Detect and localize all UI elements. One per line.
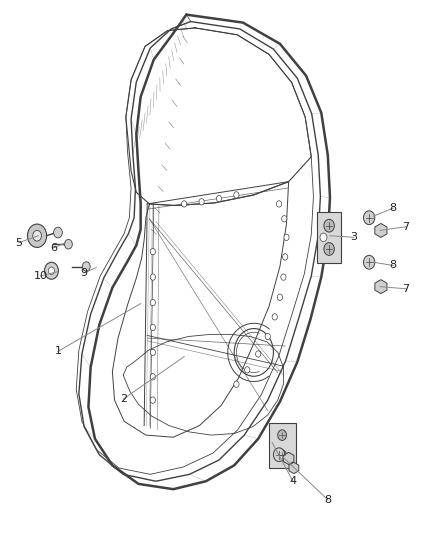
Circle shape	[324, 219, 334, 232]
Circle shape	[278, 450, 286, 461]
Text: 10: 10	[34, 271, 48, 281]
Circle shape	[48, 267, 54, 274]
Text: 3: 3	[350, 232, 357, 243]
Circle shape	[150, 349, 155, 356]
Text: 2: 2	[120, 394, 127, 404]
Polygon shape	[375, 223, 387, 237]
Circle shape	[284, 234, 289, 240]
Circle shape	[216, 196, 222, 202]
Circle shape	[33, 230, 42, 241]
Text: 5: 5	[15, 238, 22, 248]
Circle shape	[276, 201, 282, 207]
Text: 8: 8	[324, 495, 332, 505]
Circle shape	[82, 262, 90, 271]
Bar	[269, 423, 296, 468]
Circle shape	[150, 300, 155, 306]
Circle shape	[277, 294, 283, 301]
Circle shape	[364, 211, 375, 224]
Circle shape	[364, 255, 375, 269]
Circle shape	[324, 243, 334, 255]
Circle shape	[45, 262, 58, 279]
Circle shape	[255, 351, 261, 357]
Circle shape	[150, 324, 155, 330]
Polygon shape	[289, 462, 299, 474]
Circle shape	[245, 367, 250, 373]
Circle shape	[150, 248, 155, 255]
Circle shape	[273, 448, 285, 462]
Text: 1: 1	[54, 346, 61, 357]
Text: 7: 7	[403, 222, 410, 232]
Circle shape	[199, 199, 204, 205]
Circle shape	[281, 274, 286, 280]
Polygon shape	[283, 453, 294, 465]
Text: 7: 7	[403, 284, 410, 294]
Text: 8: 8	[389, 203, 397, 213]
Circle shape	[320, 233, 327, 241]
Circle shape	[265, 333, 270, 340]
Circle shape	[282, 216, 287, 222]
Circle shape	[283, 254, 288, 260]
Circle shape	[272, 314, 277, 320]
Bar	[317, 212, 341, 263]
Circle shape	[278, 430, 286, 440]
Text: 9: 9	[81, 268, 88, 278]
Circle shape	[150, 397, 155, 403]
Polygon shape	[375, 280, 387, 294]
Circle shape	[150, 274, 155, 280]
Circle shape	[28, 224, 47, 247]
Circle shape	[150, 374, 155, 380]
Circle shape	[182, 201, 187, 207]
Circle shape	[234, 381, 239, 387]
Text: 6: 6	[50, 243, 57, 253]
Circle shape	[64, 239, 72, 249]
Circle shape	[53, 227, 62, 238]
Circle shape	[234, 192, 239, 198]
Text: 8: 8	[389, 261, 397, 270]
Text: 4: 4	[290, 477, 297, 486]
